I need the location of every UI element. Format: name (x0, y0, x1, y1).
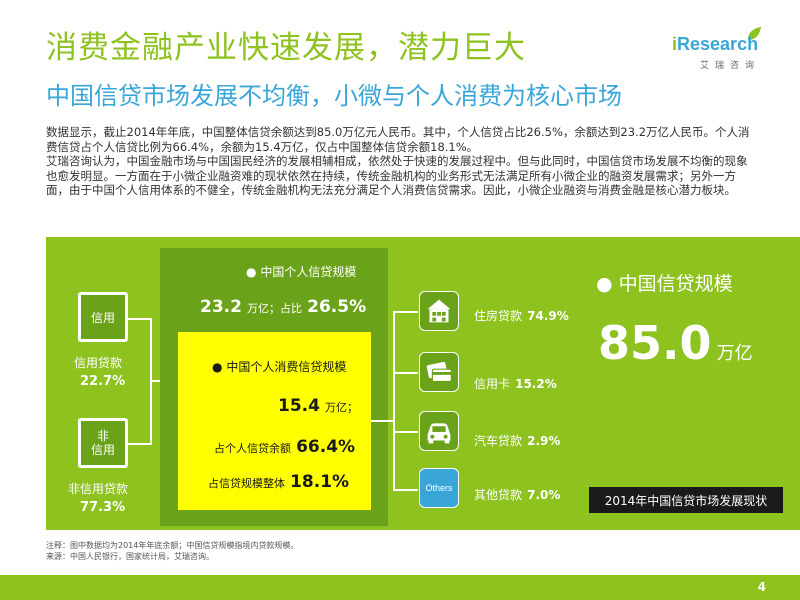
left-connector (150, 380, 160, 382)
notes: 注释：图中数据均为2014年年底余额；中国信贷规模指境内贷款规模。 来源：中国人… (46, 540, 298, 562)
noncredit-box: 非 信用 (81, 421, 125, 465)
category-car: 汽车贷款 2.9% (474, 434, 561, 448)
others-icon-text: Others (425, 483, 453, 493)
note-line: 注释：图中数据均为2014年年底余额；中国信贷规模指境内贷款规模。 (46, 541, 299, 550)
noncredit-box-label-2: 信用 (90, 443, 115, 457)
right-connector (393, 431, 418, 433)
noncredit-box-label-1: 非 (96, 429, 109, 443)
page-title: 消费金融产业快速发展，潜力巨大 (46, 30, 526, 66)
consumer-credit-label: ● 中国个人消费信贷规模 (212, 360, 347, 374)
bullet-icon: ● (212, 360, 223, 374)
total-label: ● 中国信贷规模 (596, 273, 733, 295)
right-connector (371, 420, 393, 422)
diagram-caption: 2014年中国信贷市场发展现状 (589, 487, 783, 513)
consumer-credit-value: 15.4 万亿； (278, 396, 359, 416)
category-house: 住房贷款 74.9% (474, 309, 569, 323)
right-connector (393, 311, 418, 313)
right-connector (393, 372, 418, 374)
footer-bar (0, 575, 800, 600)
consumer-share: 占个人信贷余额 66.4% (214, 437, 356, 457)
credit-box: 信用 (81, 295, 125, 339)
intro-paragraph: 艾瑞咨询认为，中国金融市场与中国国民经济的发展相辅相成，依然处于快速的发展过程中… (46, 154, 748, 198)
credit-card-icon (419, 352, 459, 392)
page-number: 4 (757, 580, 766, 594)
logo-cn: 艾瑞咨询 (700, 61, 761, 71)
credit-box-label: 信用 (90, 310, 115, 325)
bullet-icon: ● (246, 265, 257, 279)
intro-text: 数据显示，截止2014年年底，中国整体信贷余额达到85.0万亿元人民币。其中，个… (46, 125, 756, 198)
category-credit-card: 信用卡 15.2% (474, 377, 557, 391)
right-connector (393, 311, 395, 490)
category-others: 其他贷款 7.0% (474, 488, 561, 502)
bullet-icon: ● (596, 273, 613, 295)
iresearch-logo: iResearch 艾瑞咨询 (672, 26, 780, 71)
page-subtitle: 中国信贷市场发展不均衡，小微与个人消费为核心市场 (46, 82, 622, 110)
leaf-icon (748, 27, 761, 40)
credit-value: 22.7% (80, 374, 126, 389)
credit-label: 信用贷款 (74, 356, 123, 370)
left-connector (128, 443, 150, 445)
total-value: 85.0 万亿 (598, 316, 753, 370)
left-connector (128, 318, 150, 320)
logo-brand: iResearch (672, 34, 759, 54)
source-line: 来源：中国人民银行，国家统计局，艾瑞咨询。 (46, 552, 214, 561)
car-icon (419, 411, 459, 451)
noncredit-label: 非信用贷款 (68, 482, 129, 496)
intro-paragraph: 数据显示，截止2014年年底，中国整体信贷余额达到85.0万亿元人民币。其中，个… (46, 125, 750, 154)
noncredit-value: 77.3% (80, 500, 126, 515)
consumer-total-share: 占信贷规模整体 18.1% (208, 472, 350, 492)
personal-credit-label: ● 中国个人信贷规模 (246, 265, 357, 279)
right-connector (393, 489, 418, 491)
others-icon: Others (419, 468, 459, 508)
house-icon (419, 291, 459, 331)
personal-credit-value: 23.2 万亿；占比 26.5% (200, 297, 367, 317)
consumer-credit-box (178, 332, 371, 510)
